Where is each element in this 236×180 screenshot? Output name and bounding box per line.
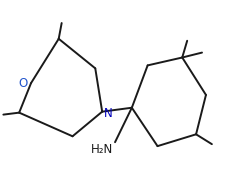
Text: N: N [104, 107, 113, 120]
Text: H₂N: H₂N [91, 143, 113, 156]
Text: O: O [19, 77, 28, 90]
